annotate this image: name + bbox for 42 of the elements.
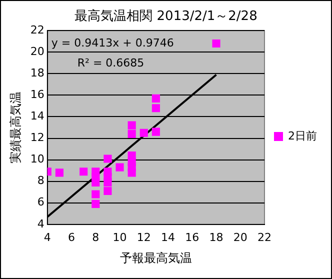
point	[80, 168, 88, 176]
point	[92, 178, 100, 186]
point	[55, 168, 64, 177]
y-tick-label: 20	[30, 44, 44, 58]
x-axis-title: 予報最高気温	[120, 250, 192, 265]
x-tick-label: 14	[161, 230, 176, 244]
point	[104, 178, 112, 186]
y-tick-label: 12	[30, 131, 44, 144]
point	[140, 128, 148, 137]
y-tick-label: 10	[30, 152, 44, 166]
y-tick-label: 22	[30, 23, 44, 36]
x-tick-label: 22	[258, 230, 272, 244]
point	[116, 163, 124, 172]
point	[128, 121, 136, 130]
point	[152, 94, 160, 102]
y-axis-title: 実績最高気温	[8, 92, 22, 164]
point	[128, 168, 136, 177]
point	[92, 190, 100, 198]
y-tick-label: 14	[30, 110, 44, 123]
y-tick-label: 8	[37, 174, 44, 188]
x-tick-label: 18	[209, 230, 224, 244]
point	[152, 128, 160, 136]
point	[212, 39, 220, 48]
y-tick-label: 18	[30, 66, 44, 80]
y-tick-label: 6	[37, 196, 44, 209]
x-tick-label: 10	[112, 230, 127, 244]
x-tick-label: 6	[68, 230, 76, 244]
point	[128, 130, 136, 138]
annotation: y = 0.9413x + 0.9746	[51, 36, 174, 50]
x-tick-label: 20	[233, 230, 248, 244]
point	[152, 104, 160, 112]
point	[92, 200, 100, 208]
x-tick-label: 16	[185, 230, 200, 244]
x-tick-label: 8	[92, 230, 100, 244]
chart-title: 最高気温相関 2013/2/1～2/28	[74, 8, 258, 24]
point	[104, 154, 112, 163]
legend-label: 2日前	[288, 129, 317, 142]
annotation: R² = 0.6685	[77, 56, 144, 70]
y-tick-label: 4	[37, 217, 44, 230]
x-tick-label: 12	[136, 230, 151, 244]
point	[104, 186, 112, 196]
y-tick-label: 16	[30, 88, 44, 102]
